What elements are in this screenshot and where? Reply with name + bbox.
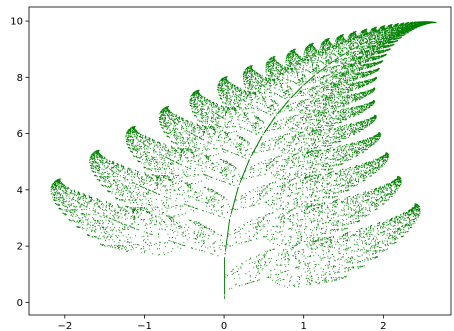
y-tick-label: 0: [17, 298, 23, 309]
axes: −2 −1 0 1 2 0 2 4 6 8 10: [10, 6, 452, 331]
x-tick-label: −1: [137, 321, 152, 331]
scatter-points: [50, 21, 437, 299]
x-tick-label: 0: [221, 321, 227, 331]
axes-frame: [28, 6, 452, 316]
y-tick-label: 4: [17, 185, 23, 196]
x-tick-label: 1: [301, 321, 307, 331]
x-tick-label: 2: [380, 321, 386, 331]
x-tick-label: −2: [57, 321, 72, 331]
y-tick-label: 10: [10, 17, 23, 28]
y-tick-label: 2: [17, 242, 23, 253]
y-tick-label: 6: [17, 129, 23, 140]
scatter-series: [50, 21, 437, 299]
y-tick-label: 8: [17, 73, 23, 84]
